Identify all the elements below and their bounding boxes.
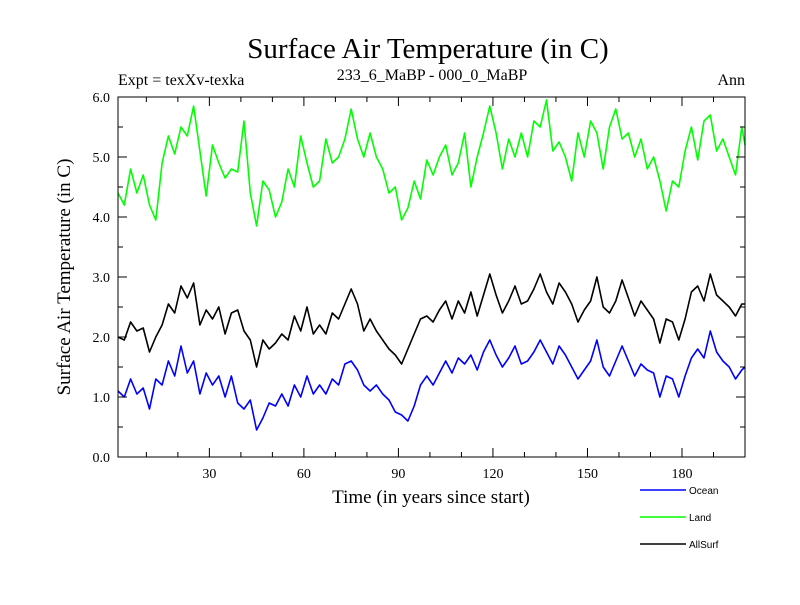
series-line-ocean: [117, 330, 746, 431]
y-tick-label: 1.0: [93, 391, 111, 406]
y-tick-label: 4.0: [93, 211, 111, 226]
chart-subtitle-center: 233_6_MaBP - 000_0_MaBP: [337, 67, 528, 84]
legend-label-allsurf: AllSurf: [689, 540, 719, 551]
y-tick-label: 2.0: [93, 331, 111, 346]
chart-subtitle-right: Ann: [717, 72, 745, 89]
y-tick-label: 6.0: [93, 91, 111, 106]
y-tick-label: 5.0: [93, 151, 111, 166]
legend-label-land: Land: [689, 513, 711, 524]
x-axis-label: Time (in years since start): [332, 487, 530, 508]
chart-title: Surface Air Temperature (in C): [247, 33, 608, 65]
legend-label-ocean: Ocean: [689, 486, 718, 497]
legend: Ocean Land AllSurf: [640, 486, 719, 551]
x-tick-label: 180: [671, 467, 692, 482]
series-layer: [117, 99, 746, 431]
y-tick-label: 0.0: [93, 451, 111, 466]
y-axis-label: Surface Air Temperature (in C): [54, 159, 75, 396]
series-line-land: [117, 99, 746, 227]
axis-layer: 30 60 90 120 150 180 0.0 1.0 2.0 3.0 4.0 5.0 6.0: [93, 91, 745, 482]
chart-subtitle-left: Expt = texXv-texka: [118, 72, 244, 89]
x-tick-label: 90: [391, 467, 405, 482]
x-tick-label: 30: [202, 467, 216, 482]
series-line-allsurf: [117, 273, 745, 368]
x-tick-label: 120: [482, 467, 503, 482]
x-tick-label: 60: [297, 467, 311, 482]
y-tick-label: 3.0: [93, 271, 111, 286]
x-tick-label: 150: [577, 467, 598, 482]
